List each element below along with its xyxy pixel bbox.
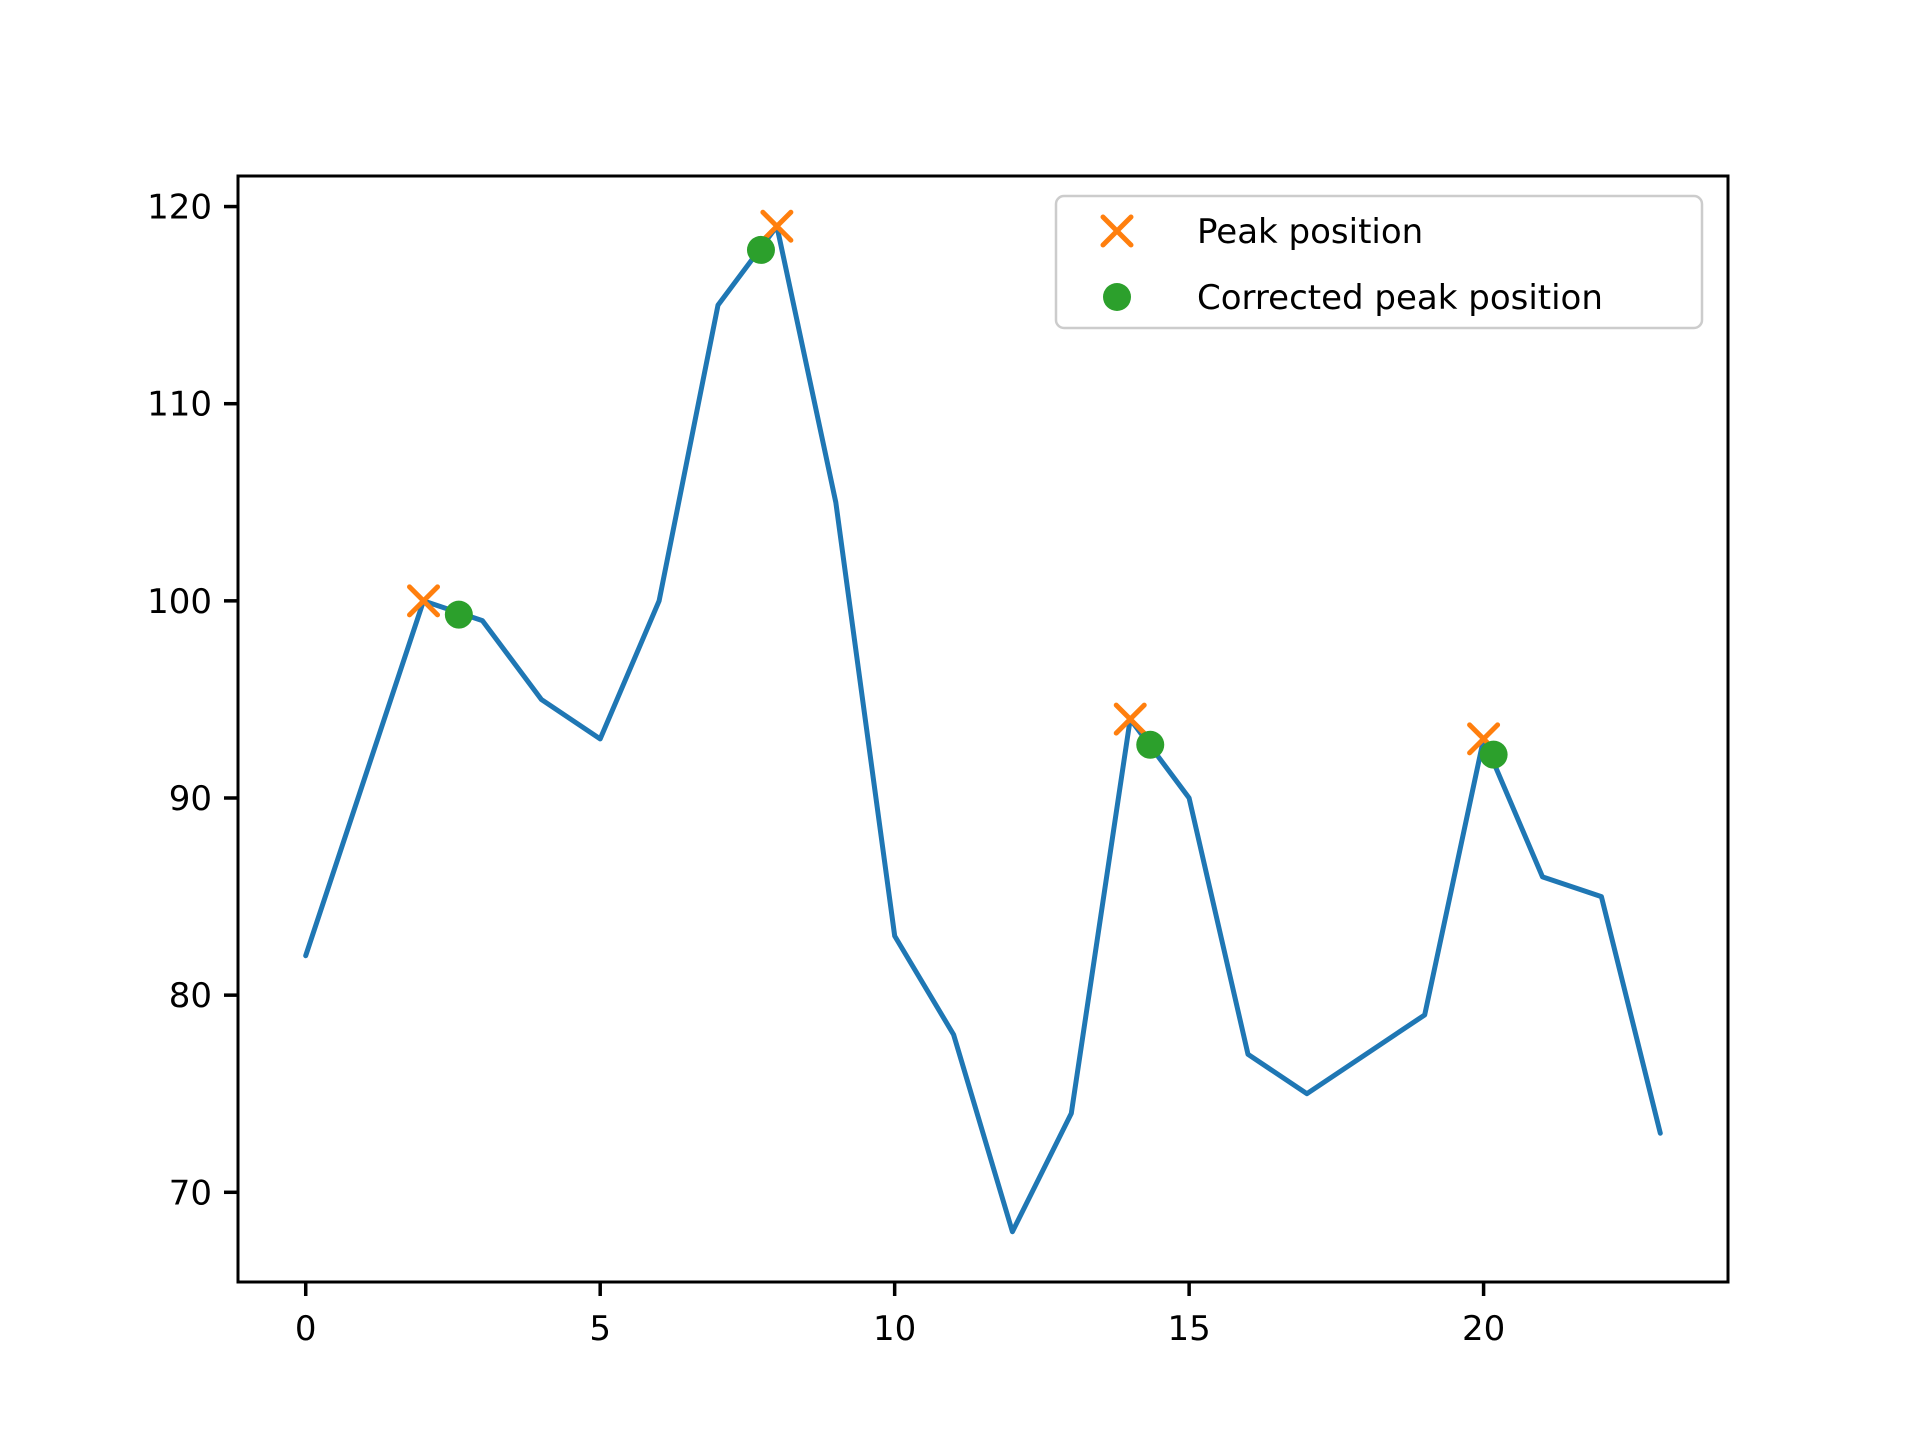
peak-markers: [407, 209, 1501, 756]
plot-area: [236, 174, 1730, 1284]
y-tick-label: 110: [147, 385, 212, 425]
y-tick-label: 70: [169, 1173, 212, 1213]
y-tick-label: 120: [147, 188, 212, 228]
x-tick-label: 10: [873, 1309, 916, 1349]
corrected-peak-dot: [444, 600, 473, 629]
legend-label-corrected-peak: Corrected peak position: [1197, 278, 1603, 318]
legend-entry-corrected-peak: Corrected peak position: [1103, 278, 1603, 318]
legend: Peak position Corrected peak position: [1054, 194, 1704, 330]
y-axis: 70 80 90 100 110 120: [147, 188, 238, 1213]
legend-label-peak: Peak position: [1197, 212, 1423, 252]
circle-marker-icon: [1103, 283, 1131, 311]
y-tick-label: 80: [169, 976, 212, 1016]
corrected-peak-dot: [746, 235, 775, 264]
legend-entry-peak: Peak position: [1100, 212, 1423, 252]
x-tick-label: 0: [295, 1309, 317, 1349]
corrected-peak-dot: [1479, 740, 1508, 769]
y-tick-label: 100: [147, 582, 212, 622]
y-tick-label: 90: [169, 779, 212, 819]
corrected-peak-markers: [444, 235, 1508, 769]
corrected-peak-dot: [1136, 730, 1165, 759]
peak-x-marker: [760, 209, 794, 243]
x-tick-label: 15: [1167, 1309, 1210, 1349]
x-tick-label: 5: [589, 1309, 611, 1349]
legend-box: [1054, 194, 1704, 330]
x-tick-label: 20: [1462, 1309, 1505, 1349]
signal-line: [303, 223, 1663, 1235]
x-axis: 0 5 10 15 20: [295, 1282, 1505, 1349]
x-marker-icon: [1100, 214, 1134, 248]
peak-x-marker: [407, 584, 441, 618]
peak-x-marker: [1113, 702, 1147, 736]
